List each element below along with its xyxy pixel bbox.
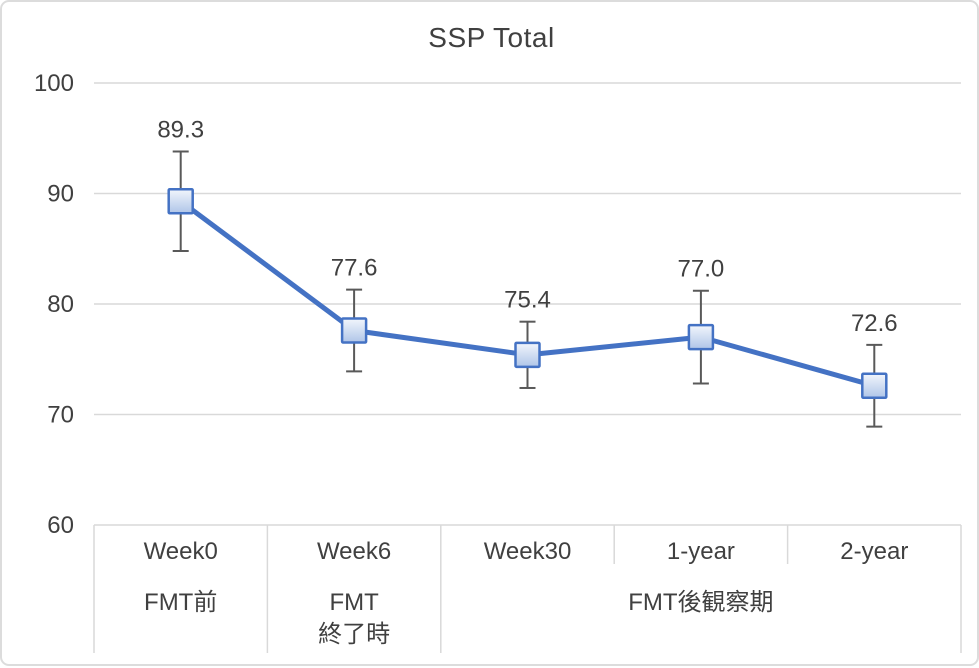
x-axis-category-label: Week30: [484, 538, 572, 565]
data-point-label: 89.3: [157, 117, 204, 144]
x-axis-group-label: FMT: [329, 589, 379, 616]
data-point-label: 72.6: [851, 310, 898, 337]
x-axis-group-label: 終了時: [318, 621, 390, 648]
data-point-marker: [687, 323, 715, 351]
chart-title: SSP Total: [428, 22, 555, 53]
data-point-label: 77.0: [678, 256, 725, 283]
data-point-marker: [514, 341, 541, 369]
data-point-label: 75.4: [504, 287, 551, 314]
x-axis-category-label: 2-year: [840, 538, 908, 565]
data-point-marker: [167, 187, 194, 215]
y-axis-tick-label: 70: [47, 402, 74, 429]
x-axis-group-label: FMT後観察期: [628, 589, 773, 616]
y-axis-tick-label: 60: [47, 512, 74, 539]
y-axis-tick-label: 80: [47, 291, 74, 318]
y-axis-tick-label: 90: [47, 181, 74, 208]
x-axis-category-label: Week0: [144, 538, 218, 565]
x-axis-group-label: FMT前: [144, 589, 217, 616]
x-axis-category-label: Week6: [317, 538, 391, 565]
data-point-label: 77.6: [331, 255, 378, 282]
data-point-marker: [340, 317, 368, 344]
x-axis-category-label: 1-year: [667, 538, 735, 565]
data-point-marker: [861, 372, 888, 400]
y-axis-tick-label: 100: [34, 70, 74, 97]
